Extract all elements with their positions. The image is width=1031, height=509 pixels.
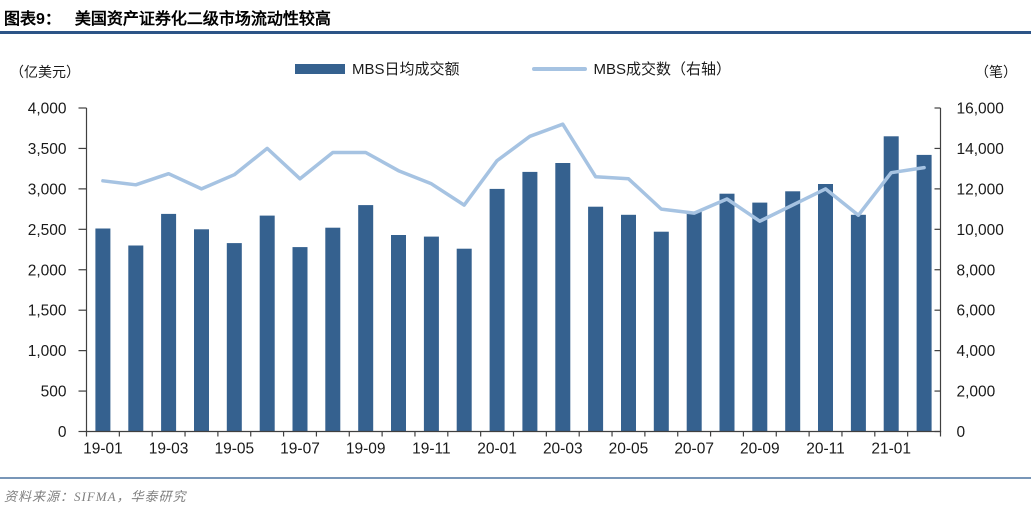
bar-20-12: [850, 214, 866, 432]
legend-item-line-series: MBS成交数（右轴）: [531, 58, 732, 79]
bar-19-11: [423, 236, 439, 432]
x-axis-tick-label: 19-11: [412, 441, 451, 458]
bar-19-12: [456, 248, 472, 432]
left-axis-unit-label: （亿美元）: [10, 64, 80, 80]
bar-19-10: [391, 235, 406, 432]
figure-header: 图表9： 美国资产证券化二级市场流动性较高: [4, 5, 331, 29]
source-note: 资料来源：SIFMA，华泰研究: [4, 489, 187, 504]
bar-19-03: [161, 213, 177, 432]
right-axis-tick-label: 12,000: [957, 181, 1005, 198]
title-underline-rule: [0, 31, 1031, 34]
right-axis-unit-label: （笔）: [975, 64, 1017, 80]
right-axis-tick-label: 4,000: [957, 343, 996, 360]
legend-label-bar-series: MBS日均成交额: [351, 61, 460, 78]
legend-item-bar-series: MBS日均成交额: [294, 58, 460, 79]
right-axis-tick-label: 0: [957, 424, 966, 441]
figure-title: 美国资产证券化二级市场流动性较高: [74, 11, 331, 28]
left-axis-tick-label: 3,500: [28, 141, 67, 158]
bar-20-06: [653, 231, 669, 432]
bar-20-02: [522, 171, 538, 432]
left-axis-tick-label: 2,500: [28, 222, 67, 239]
left-axis-tick-label: 0: [58, 424, 67, 441]
line-mbs-trade-count: [101, 122, 926, 223]
bar-19-05: [226, 243, 242, 432]
right-axis-tick-label: 8,000: [957, 262, 996, 279]
source-divider-rule: [0, 477, 1031, 479]
right-axis-tick-label: 6,000: [957, 303, 996, 320]
x-axis-tick-label: 20-03: [543, 441, 583, 458]
bar-20-08: [719, 193, 735, 432]
x-axis-tick-label: 20-07: [674, 441, 714, 458]
x-axis-tick-label: 19-09: [346, 441, 386, 458]
right-axis-tick-label: 10,000: [957, 222, 1005, 239]
x-axis-tick-label: 19-07: [280, 441, 320, 458]
bar-20-09: [752, 202, 768, 432]
bar-20-11: [818, 184, 833, 432]
left-axis-tick-label: 1,000: [28, 343, 67, 360]
x-axis-tick-label: 21-01: [871, 441, 911, 458]
bar-19-08: [325, 227, 341, 432]
bar-19-02: [128, 245, 144, 432]
line-series-swatch-icon: [531, 66, 587, 71]
left-axis-tick-label: 500: [41, 384, 67, 401]
x-axis-tick-label: 20-01: [477, 441, 517, 458]
left-axis-tick-label: 4,000: [28, 101, 67, 118]
bar-21-02: [916, 154, 932, 432]
x-axis-tick-label: 20-09: [740, 441, 780, 458]
right-axis-tick-label: 2,000: [957, 384, 996, 401]
right-axis-tick-label: 16,000: [957, 101, 1005, 118]
bar-19-09: [358, 205, 374, 432]
left-axis-tick-label: 3,000: [28, 181, 67, 198]
x-axis-tick-label: 19-05: [214, 441, 254, 458]
bar-20-04: [588, 206, 604, 432]
bar-21-01: [883, 136, 899, 432]
x-axis-tick-label: 19-03: [149, 441, 189, 458]
bar-19-04: [194, 229, 209, 432]
right-axis-tick-label: 14,000: [957, 141, 1005, 158]
bar-20-05: [621, 214, 636, 432]
bar-20-07: [686, 211, 702, 432]
bar-20-03: [555, 163, 571, 432]
legend-label-line-series: MBS成交数（右轴）: [593, 61, 732, 78]
bar-20-10: [785, 191, 801, 432]
x-axis-tick-label: 19-01: [83, 441, 123, 458]
bar-series-swatch-icon: [294, 63, 345, 74]
chart-legend: MBS日均成交额 MBS成交数（右轴）: [86, 58, 940, 79]
x-axis-tick-label: 20-11: [806, 441, 845, 458]
left-axis-tick-label: 2,000: [28, 262, 67, 279]
x-axis-tick-label: 20-05: [609, 441, 649, 458]
bar-20-01: [489, 188, 505, 432]
bar-19-01: [95, 228, 111, 432]
bar-19-07: [292, 247, 308, 432]
left-axis-tick-label: 1,500: [28, 303, 67, 320]
figure-number-label: 图表9：: [4, 11, 61, 28]
bar-19-06: [259, 215, 275, 432]
